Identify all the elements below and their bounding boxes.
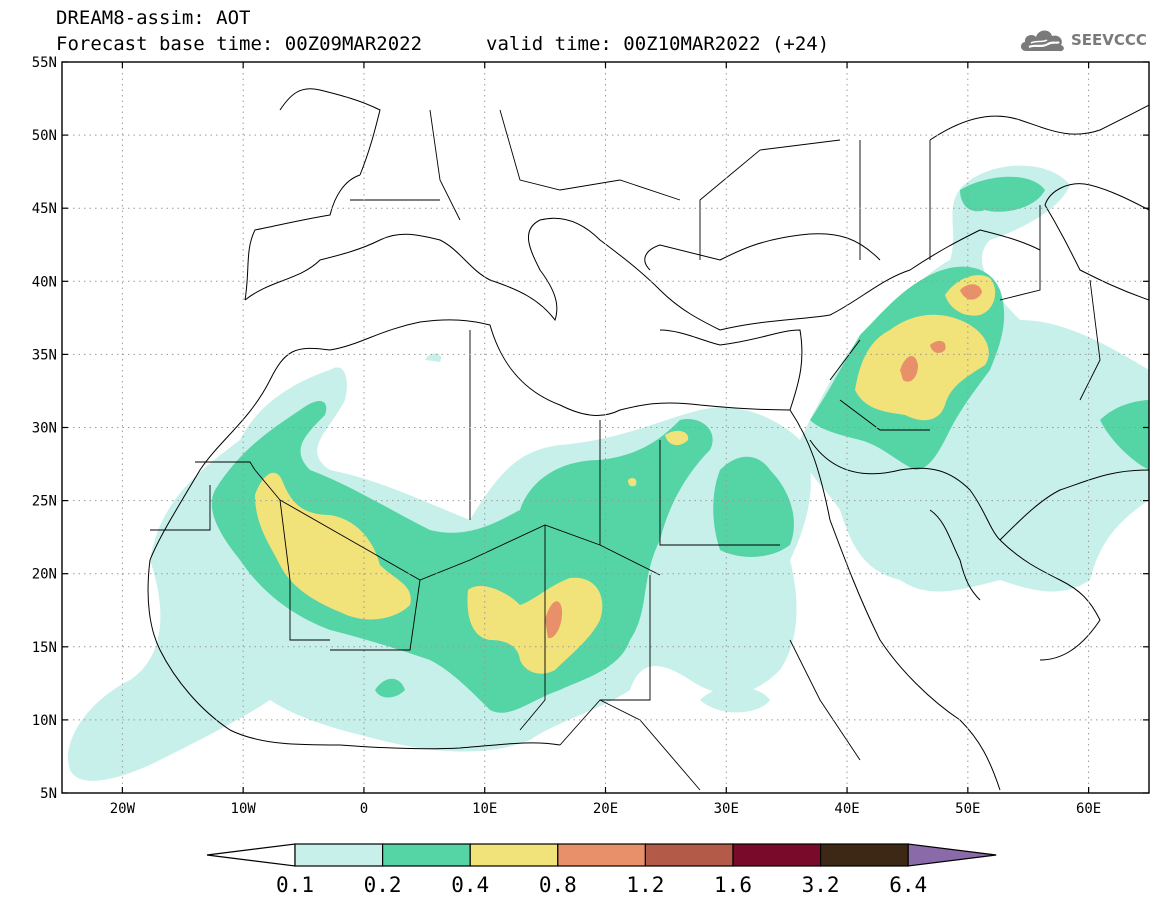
colorbar-level-label: 6.4 <box>889 873 927 897</box>
map-title: DREAM8-assim: AOT <box>56 7 251 29</box>
colorbar-over-arrow <box>907 843 997 867</box>
seevccc-logo: SEEVCCC <box>1018 24 1147 56</box>
colorbar-box <box>469 843 559 867</box>
colorbar-box <box>732 843 822 867</box>
cloud-icon <box>1020 30 1064 52</box>
lat-label: 10N <box>32 713 57 729</box>
colorbar-level-label: 0.1 <box>276 873 314 897</box>
lon-label: 50E <box>955 801 980 817</box>
forecast-base-time: Forecast base time: 00Z09MAR2022 <box>56 33 423 55</box>
lon-label: 20W <box>110 801 136 817</box>
lon-label: 20E <box>593 801 618 817</box>
colorbar-level-label: 1.6 <box>714 873 752 897</box>
aot-level-0.4 <box>255 275 996 674</box>
colorbar-level-label: 0.8 <box>539 873 577 897</box>
lon-label: 0 <box>360 801 368 817</box>
lat-label: 55N <box>32 55 57 71</box>
country-borders <box>150 109 1101 791</box>
lat-label: 5N <box>40 786 57 802</box>
lon-label: 10W <box>231 801 257 817</box>
lat-label: 20N <box>32 567 57 583</box>
coastlines <box>147 88 1149 791</box>
colorbar-box <box>557 843 646 867</box>
lon-label: 40E <box>834 801 859 817</box>
grid-lines <box>62 62 1149 793</box>
colorbar-box <box>644 843 734 867</box>
colorbar-level-label: 0.2 <box>364 873 402 897</box>
colorbar-level-label: 1.2 <box>626 873 664 897</box>
longitude-labels: 20W 10W 0 10E 20E 30E 40E 50E 60E <box>110 801 1102 817</box>
lat-label: 45N <box>32 201 57 217</box>
logo-text: SEEVCCC <box>1071 31 1147 49</box>
lon-label: 10E <box>472 801 497 817</box>
lat-label: 15N <box>32 640 57 656</box>
lon-label: 30E <box>714 801 739 817</box>
colorbar-box <box>294 843 384 867</box>
lat-label: 30N <box>32 421 57 437</box>
aot-level-0.8 <box>545 284 982 639</box>
lon-label: 60E <box>1076 801 1101 817</box>
colorbar-level-label: 0.4 <box>451 873 489 897</box>
aot-field <box>68 165 1149 781</box>
colorbar-box <box>819 843 909 867</box>
lat-label: 25N <box>32 494 57 510</box>
lat-label: 40N <box>32 274 57 290</box>
lat-label: 35N <box>32 347 57 363</box>
valid-time: valid time: 00Z10MAR2022 (+24) <box>486 33 830 55</box>
colorbar-under-arrow <box>206 843 296 867</box>
axis-ticks <box>62 61 1149 794</box>
colorbar-box <box>382 843 471 867</box>
latitude-labels: 55N 50N 45N 40N 35N 30N 25N 20N 15N 10N 5N <box>32 55 57 802</box>
lat-label: 50N <box>32 128 57 144</box>
colorbar-level-label: 3.2 <box>802 873 840 897</box>
